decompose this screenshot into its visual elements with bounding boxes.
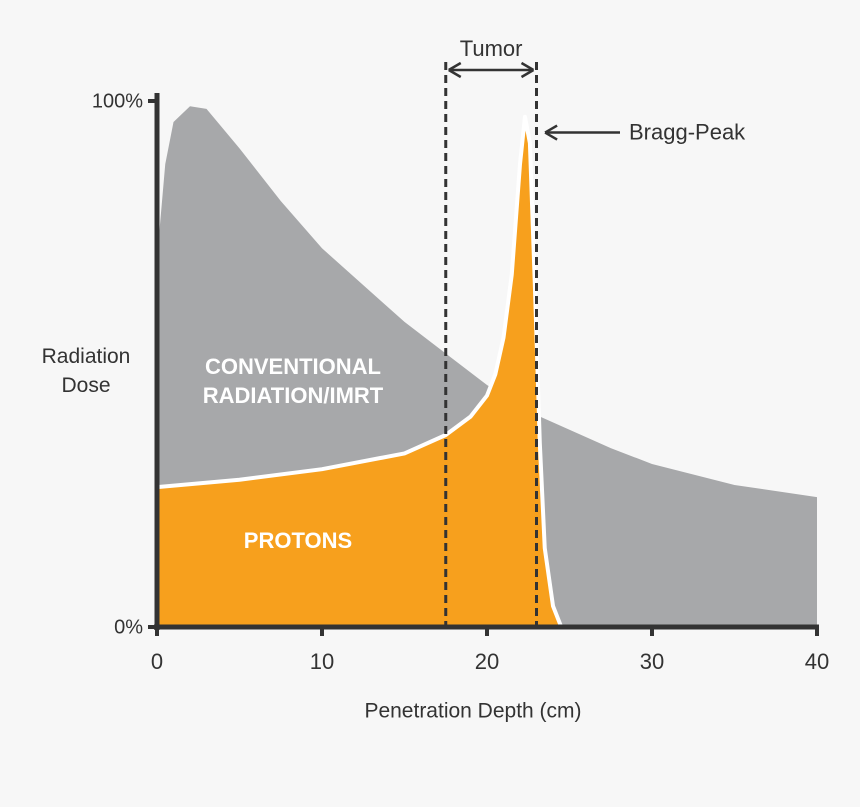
y-axis-label: Radiation Dose: [42, 345, 131, 397]
arrow-head: [448, 61, 535, 79]
x-tick-label: 20: [475, 649, 499, 674]
arrow-head: [544, 124, 558, 141]
x-tick-label: 10: [310, 649, 334, 674]
annotation: Bragg-Peak: [629, 119, 746, 144]
annotation: Tumor: [460, 36, 523, 61]
x-tick-label: 30: [640, 649, 664, 674]
area: [157, 116, 562, 627]
area-outline: [156, 114, 564, 628]
series-label: PROTONS: [244, 528, 352, 553]
series-label: CONVENTIONAL RADIATION/IMRT: [203, 354, 384, 408]
x-axis-label: Penetration Depth (cm): [364, 700, 581, 723]
x-tick-label: 0: [151, 649, 163, 674]
y-tick-label: 0%: [114, 616, 143, 638]
x-tick-label: 40: [805, 649, 829, 674]
y-tick-label: 100%: [92, 90, 143, 112]
